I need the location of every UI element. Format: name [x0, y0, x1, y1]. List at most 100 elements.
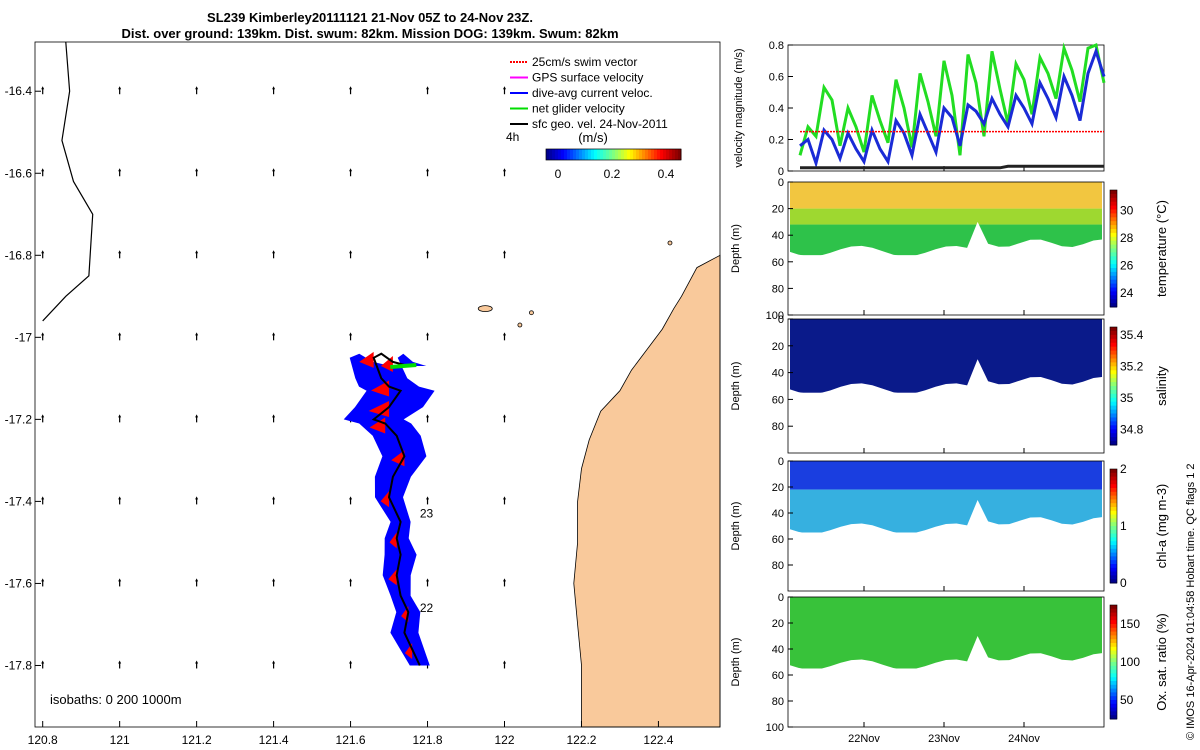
salinity-colorbar-cell — [1110, 374, 1117, 379]
temperature-colorbar-cell — [1110, 190, 1117, 195]
temperature-colorbar-cell — [1110, 283, 1117, 288]
sfc-velocity-arrowhead — [272, 250, 276, 254]
figure-title-line2: Dist. over ground: 139km. Dist. swum: 82… — [121, 26, 619, 41]
salinity-ylabel: Depth (m) — [730, 362, 742, 411]
sfc-velocity-arrowhead — [118, 332, 122, 336]
oxygen-colorbar-label: Ox. sat. ratio (%) — [1154, 613, 1169, 711]
velocity-series-line — [800, 164, 1104, 170]
temperature-colorbar-cell — [1110, 299, 1117, 304]
salinity-colorbar-tick: 35.2 — [1120, 359, 1144, 373]
temperature-axes-frame — [787, 181, 1105, 316]
map-colorbar-cell — [612, 149, 616, 160]
credit-note: © IMOS 16-Apr-2024 01:04:58 Hobart time.… — [1185, 463, 1197, 740]
map-xtick-label: 122.4 — [643, 733, 673, 747]
map-colorbar-cell — [645, 149, 649, 160]
map-colorbar-cell — [630, 149, 634, 160]
net-velocity-arrow — [390, 363, 417, 370]
oxygen-colorbar-cell — [1110, 692, 1117, 697]
map-colorbar-cell — [564, 149, 568, 160]
glider-track-line — [371, 352, 421, 666]
map-colorbar-cell — [576, 149, 580, 160]
temperature-ytick-label: 60 — [772, 257, 784, 269]
map-colorbar-cell — [672, 149, 676, 160]
temperature-colorbar-tick: 30 — [1120, 204, 1134, 218]
sfc-velocity-arrowhead — [195, 168, 199, 172]
temperature-colorbar-cell — [1110, 244, 1117, 249]
swim-vector-patch — [368, 401, 390, 418]
legend-label: net glider velocity — [532, 102, 625, 116]
oxygen-ytick-label: 0 — [778, 592, 784, 604]
salinity-colorbar-cell — [1110, 378, 1117, 383]
chlorophyll-colorbar-cell — [1110, 548, 1117, 554]
chlorophyll-layer — [790, 461, 1102, 490]
time-tick-label: 23Nov — [928, 733, 960, 745]
sfc-velocity-arrowhead — [502, 496, 506, 500]
salinity-ytick-label: 20 — [772, 341, 784, 353]
map-colorbar-cell — [615, 149, 619, 160]
sfc-velocity-arrowhead — [41, 332, 45, 336]
chlorophyll-colorbar-tick: 1 — [1120, 519, 1127, 533]
map-colorbar-cell — [546, 149, 550, 160]
chlorophyll-below-bottom — [788, 500, 1104, 591]
salinity-ytick-label: 0 — [778, 314, 784, 326]
chlorophyll-ytick-label: 40 — [772, 508, 784, 520]
temperature-colorbar-cell — [1110, 225, 1117, 230]
salinity-ytick-label: 80 — [772, 421, 784, 433]
oxygen-colorbar-cell — [1110, 669, 1117, 674]
sfc-velocity-arrowhead — [41, 414, 45, 418]
legend-label: GPS surface velocity — [532, 71, 643, 85]
swim-vector-patch — [380, 491, 390, 508]
salinity-colorbar-cell — [1110, 346, 1117, 352]
oxygen-colorbar-tick: 150 — [1120, 617, 1140, 631]
map-xtick-label: 121.8 — [413, 733, 443, 747]
chlorophyll-ytick-label: 20 — [772, 482, 784, 494]
oxygen-ytick-label: 80 — [772, 696, 784, 708]
temperature-colorbar-cell — [1110, 213, 1117, 218]
swim-vector-patch — [371, 380, 390, 397]
oxygen-colorbar-cell — [1110, 616, 1117, 621]
chlorophyll-colorbar-cell — [1110, 480, 1117, 485]
velocity-ytick-label: 0.2 — [769, 135, 784, 147]
salinity-colorbar-cell — [1110, 437, 1117, 442]
oxygen-colorbar-cell — [1110, 665, 1117, 671]
chlorophyll-colorbar-cell — [1110, 579, 1117, 584]
chlorophyll-colorbar-cell — [1110, 533, 1117, 538]
island — [477, 305, 493, 313]
salinity-colorbar-cell — [1110, 405, 1117, 411]
map-xtick-label: 122 — [494, 733, 514, 747]
oxygen-ytick-label: 20 — [772, 618, 784, 630]
oxygen-colorbar-cell — [1110, 624, 1117, 629]
salinity-colorbar-cell — [1110, 338, 1117, 344]
salinity-colorbar-cell — [1110, 330, 1117, 336]
sfc-velocity-arrowhead — [195, 414, 199, 418]
sfc-velocity-arrowhead — [118, 86, 122, 90]
legend-label: sfc geo. vel. 24-Nov-2011 — [532, 117, 668, 131]
legend-interval-label: 4h — [506, 130, 519, 144]
sfc-velocity-arrowhead — [502, 660, 506, 664]
chlorophyll-colorbar-cell — [1110, 556, 1117, 561]
chlorophyll-colorbar-cell — [1110, 514, 1117, 519]
chlorophyll-colorbar-cell — [1110, 472, 1117, 478]
temperature-colorbar-cell — [1110, 287, 1117, 292]
sfc-velocity-arrowhead — [41, 250, 45, 254]
temperature-layer — [790, 182, 1102, 209]
temperature-colorbar-label: temperature (°C) — [1154, 200, 1169, 297]
map-ytick-label: -17.6 — [5, 576, 33, 590]
chlorophyll-ytick-label: 80 — [772, 560, 784, 572]
salinity-axes-frame — [787, 318, 1105, 454]
chlorophyll-colorbar-cell — [1110, 499, 1117, 504]
map-colorbar-cell — [567, 149, 571, 160]
sfc-velocity-arrowhead — [426, 250, 430, 254]
salinity-colorbar-cell — [1110, 342, 1117, 348]
salinity-colorbar-cell — [1110, 362, 1117, 367]
map-colorbar-cell — [552, 149, 556, 160]
map-colorbar-label: (m/s) — [578, 130, 608, 145]
chlorophyll-colorbar-cell — [1110, 567, 1117, 573]
sfc-velocity-arrowhead — [118, 660, 122, 664]
map-colorbar-cell — [606, 149, 610, 160]
oxygen-colorbar-cell — [1110, 608, 1117, 614]
map-colorbar-cell — [654, 149, 658, 160]
map-colorbar-cell — [642, 149, 646, 160]
chlorophyll-colorbar-tick: 2 — [1120, 462, 1127, 476]
sfc-velocity-arrowhead — [426, 578, 430, 582]
